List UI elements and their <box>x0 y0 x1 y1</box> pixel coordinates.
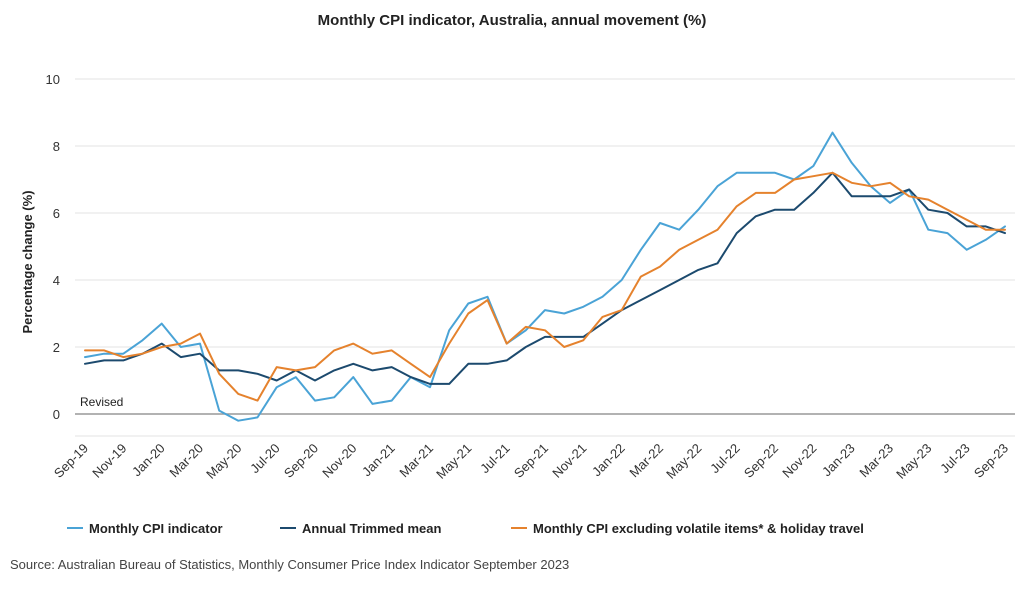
x-tick-label: Jan-20 <box>129 441 168 480</box>
x-tick-label: Mar-20 <box>166 441 206 481</box>
y-axis-label: Percentage change (%) <box>20 190 35 333</box>
x-tick-label: Mar-23 <box>856 441 896 481</box>
x-tick-label: Sep-21 <box>511 441 551 481</box>
x-tick-label: May-23 <box>893 441 934 482</box>
x-tick-label: Jul-23 <box>937 441 973 477</box>
x-tick-label: May-20 <box>203 441 244 482</box>
x-tick-label: Jan-23 <box>819 441 858 480</box>
y-tick-labels: 0 2 4 6 8 10 <box>46 72 60 422</box>
x-tick-label: Nov-22 <box>779 441 819 481</box>
x-tick-label: Sep-22 <box>741 441 781 481</box>
source-note: Source: Australian Bureau of Statistics,… <box>10 557 569 572</box>
series-line-1 <box>84 131 1006 422</box>
x-tick-label: Nov-21 <box>549 441 589 481</box>
series-line-3 <box>84 171 1006 402</box>
x-tick-label: Jul-20 <box>247 441 283 477</box>
x-tick-label: May-22 <box>663 441 704 482</box>
y-tick-label: 2 <box>53 340 60 355</box>
x-tick-label: Jan-21 <box>359 441 398 480</box>
legend-label: Monthly CPI excluding volatile items* & … <box>533 521 864 536</box>
y-tick-label: 0 <box>53 407 60 422</box>
x-tick-label: Mar-21 <box>396 441 436 481</box>
revised-annotation: Revised <box>80 395 123 409</box>
y-tick-label: 6 <box>53 206 60 221</box>
x-tick-label: Jan-22 <box>589 441 628 480</box>
x-tick-label: Jul-22 <box>707 441 743 477</box>
grid-lines <box>75 78 1015 437</box>
legend: Monthly CPI indicator Annual Trimmed mean… <box>67 521 864 536</box>
x-tick-label: Nov-19 <box>89 441 129 481</box>
legend-label: Monthly CPI indicator <box>89 521 223 536</box>
series-lines <box>84 131 1006 422</box>
x-tick-label: Sep-20 <box>281 441 321 481</box>
x-tick-label: Mar-22 <box>626 441 666 481</box>
x-tick-label: Sep-19 <box>51 441 91 481</box>
chart-title: Monthly CPI indicator, Australia, annual… <box>318 12 707 29</box>
legend-label: Annual Trimmed mean <box>302 521 441 536</box>
x-tick-label: Sep-23 <box>971 441 1011 481</box>
x-tick-label: Nov-20 <box>319 441 359 481</box>
x-tick-label: Jul-21 <box>477 441 513 477</box>
series-line-2 <box>84 171 1006 385</box>
y-tick-label: 4 <box>53 273 60 288</box>
y-tick-label: 8 <box>53 139 60 154</box>
x-tick-label: May-21 <box>433 441 474 482</box>
y-tick-label: 10 <box>46 72 60 87</box>
